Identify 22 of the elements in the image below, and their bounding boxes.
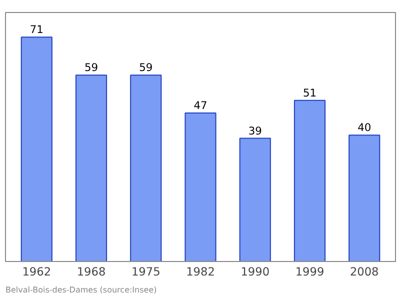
text: Belval-Bois-des-Dames (source:Insee) [6,286,157,294]
x-tick-label: 1999 [295,264,324,278]
bar [239,138,271,262]
data-label: 71 [30,23,44,36]
bar [20,36,52,262]
data-label: 51 [302,86,317,100]
x-tick-label: 2008 [350,264,379,278]
x-tick-label: 1975 [131,264,160,278]
data-label: 40 [358,121,372,134]
x-tick-label: 1990 [240,264,270,278]
data-label: 39 [248,124,262,138]
x-tick-label: 1982 [186,264,215,278]
bar [184,112,216,262]
bar [75,74,108,262]
x-tick-label: 1962 [22,264,52,278]
data-label: 59 [84,61,98,74]
data-label: 59 [139,61,153,74]
bar [348,134,380,262]
data-label: 47 [194,99,208,112]
bar [294,100,326,262]
bar [130,74,162,262]
x-tick-label: 1968 [76,264,106,278]
